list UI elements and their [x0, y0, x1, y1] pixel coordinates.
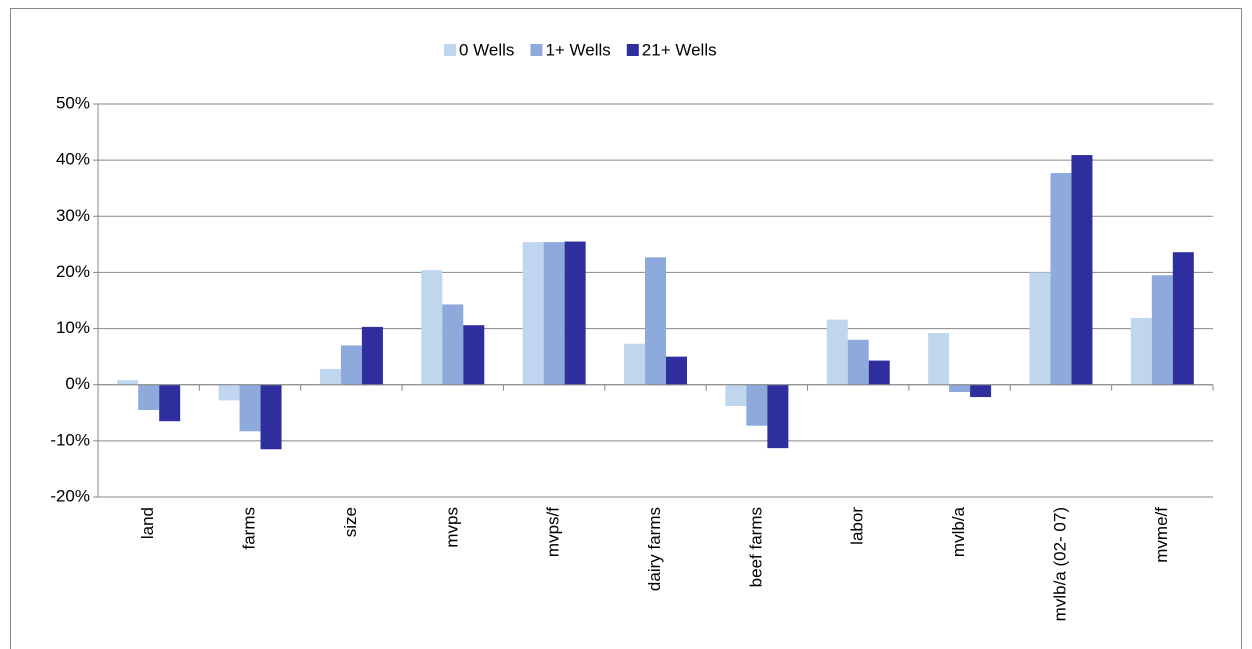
y-tick-label: 40% — [56, 150, 90, 169]
legend-label: 1+ Wells — [545, 40, 610, 59]
y-tick-label: 30% — [56, 206, 90, 225]
bar — [218, 384, 240, 401]
legend-label: 0 Wells — [459, 40, 514, 59]
bar — [725, 384, 747, 407]
bar — [1172, 252, 1194, 385]
bar — [826, 319, 848, 385]
x-tick-label: mvme/f — [1152, 507, 1171, 563]
x-tick-label: mvlb/a (02- 07) — [1050, 507, 1069, 621]
bar — [1130, 317, 1152, 385]
x-tick-label: mvps/f — [544, 507, 563, 557]
bar — [970, 384, 992, 398]
bar — [239, 384, 261, 432]
y-tick-label: 50% — [56, 93, 90, 112]
bar — [159, 384, 181, 422]
y-tick-label: -10% — [50, 430, 90, 449]
bar — [117, 380, 139, 385]
bar — [847, 339, 869, 385]
bar — [463, 325, 485, 385]
x-tick-label: mvps — [442, 507, 461, 548]
legend-swatch — [530, 44, 543, 56]
y-tick-label: 20% — [56, 262, 90, 281]
bar — [543, 242, 565, 385]
x-tick-label: land — [138, 507, 157, 539]
bar — [319, 368, 341, 385]
bar — [868, 360, 890, 385]
bar — [928, 333, 950, 385]
bar — [522, 242, 544, 385]
bar — [1071, 155, 1093, 385]
legend-swatch — [626, 44, 639, 56]
bar — [1050, 173, 1072, 385]
y-tick-label: -20% — [50, 486, 90, 505]
legend-label: 21+ Wells — [642, 40, 717, 59]
bar — [767, 384, 789, 449]
bar — [1029, 272, 1051, 385]
y-tick-label: 0% — [65, 374, 90, 393]
x-tick-label: farms — [240, 507, 259, 550]
x-tick-label: size — [341, 507, 360, 537]
x-tick-label: labor — [848, 507, 867, 545]
x-tick-label: mvlb/a — [949, 506, 968, 557]
bar — [138, 384, 160, 410]
bar — [421, 270, 443, 385]
bar — [1151, 275, 1173, 385]
bar — [746, 384, 768, 426]
bar — [340, 345, 362, 385]
bar — [361, 326, 383, 385]
bar — [645, 257, 666, 385]
x-tick-label: dairy farms — [645, 507, 664, 591]
y-tick-label: 10% — [56, 318, 90, 337]
bar — [949, 384, 971, 393]
bar — [666, 356, 687, 385]
bar — [442, 304, 464, 385]
x-tick-label: beef farms — [746, 507, 765, 587]
bar — [564, 241, 586, 385]
bar — [624, 343, 645, 385]
bar — [260, 384, 282, 450]
legend-swatch — [444, 44, 456, 56]
